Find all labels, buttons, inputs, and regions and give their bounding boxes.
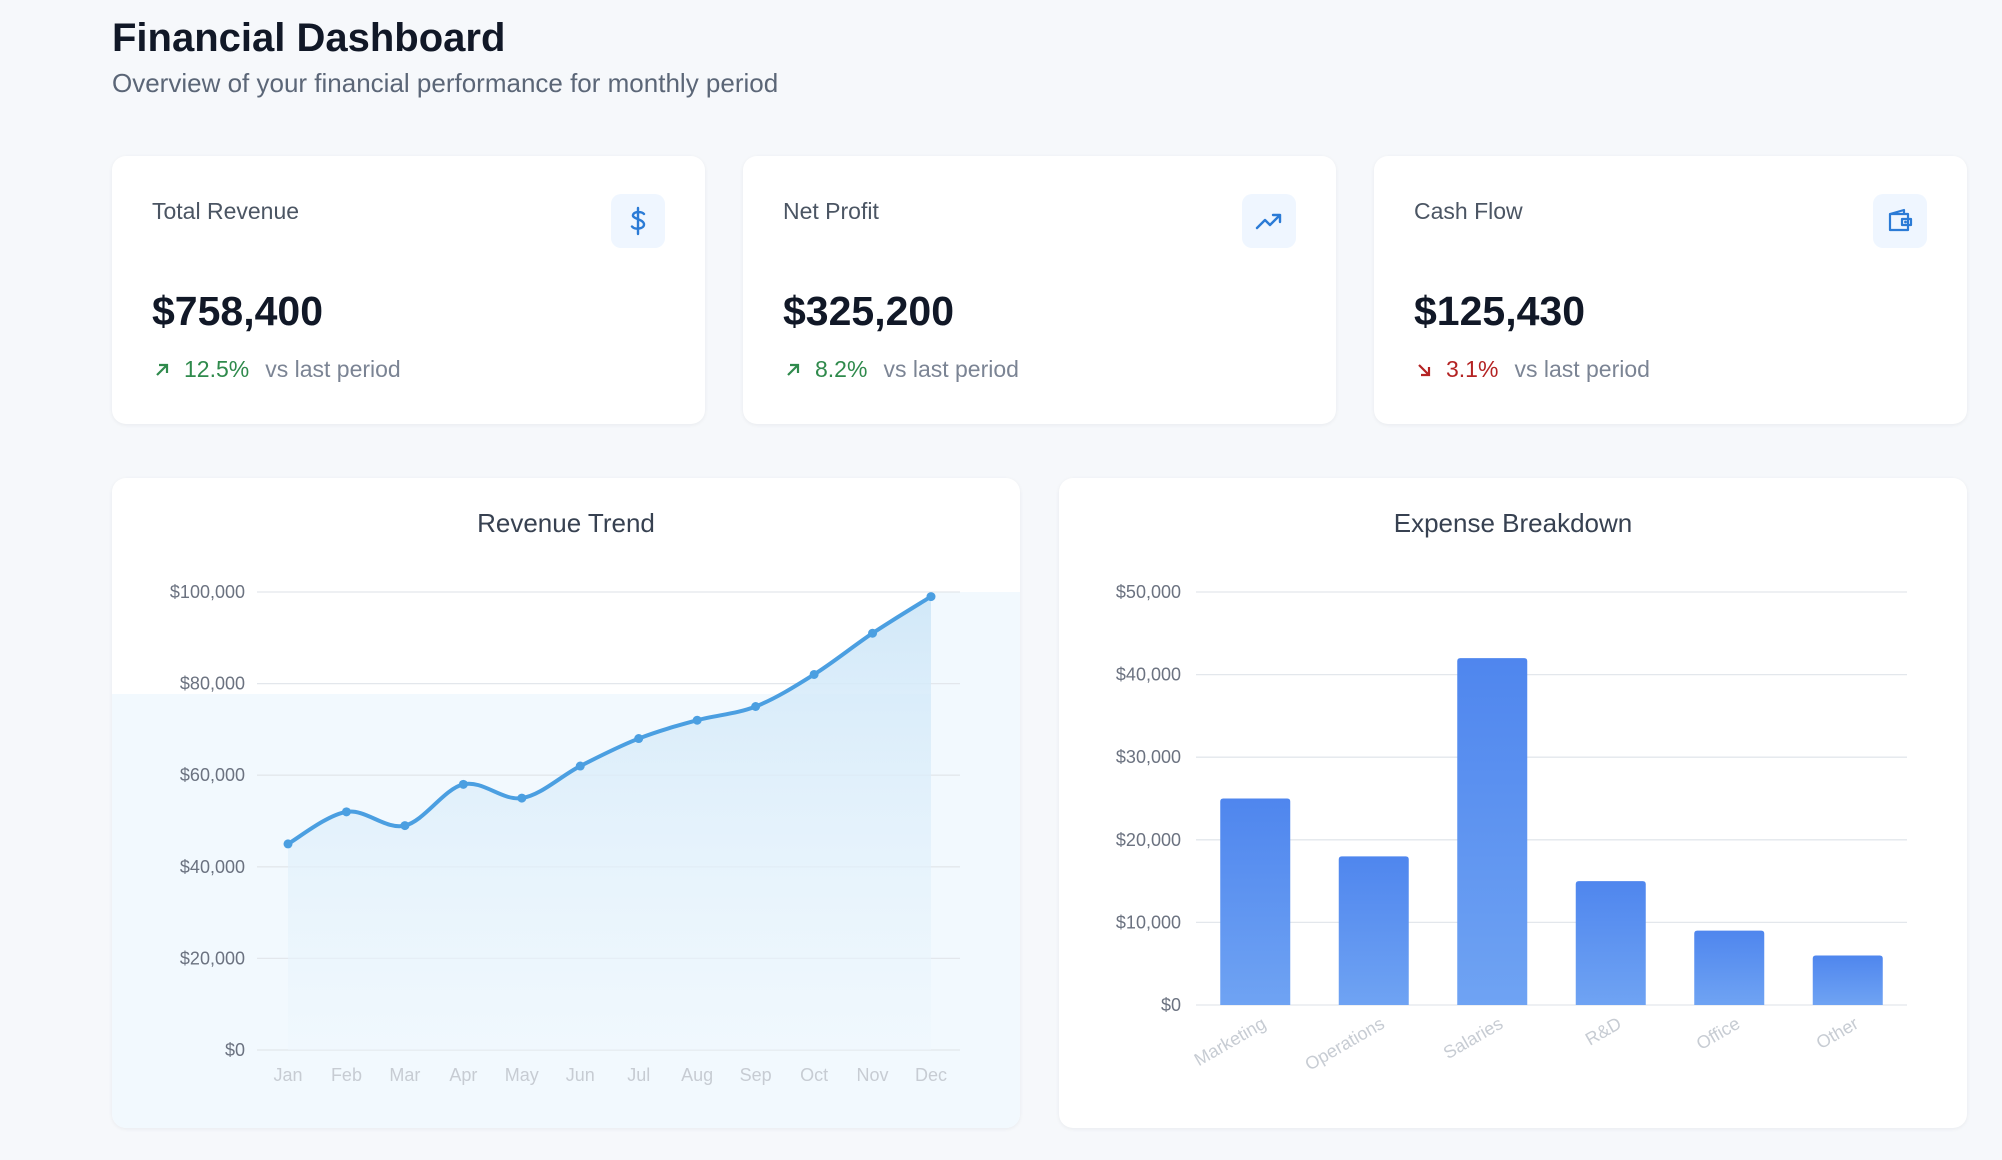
kpi-comparison: vs last period: [883, 356, 1019, 382]
expense-breakdown-chart: $0 $10,000 $20,000 $30,000 $40,000 $50,000 Mar…: [1116, 582, 1907, 1074]
x-tick-label: R&D: [1582, 1013, 1625, 1049]
expense-bar: [1812, 955, 1883, 1005]
arrow-up-right-icon: [787, 363, 800, 376]
kpi-comparison: vs last period: [265, 356, 401, 382]
x-tick-label: Office: [1693, 1013, 1743, 1054]
arrow-up-right-icon: [156, 363, 169, 376]
kpi-label: Cash Flow: [1414, 198, 1523, 224]
x-tick-label: Oct: [800, 1065, 828, 1085]
data-point: [341, 807, 351, 817]
x-tick-label: Nov: [857, 1065, 889, 1085]
expense-bar: [1220, 798, 1291, 1005]
x-tick-label: Other: [1813, 1013, 1862, 1053]
y-tick-label: $0: [225, 1040, 245, 1060]
revenue-area: [288, 596, 931, 1050]
revenue-line: [286, 594, 933, 846]
x-tick-label: Mar: [389, 1065, 420, 1085]
data-point: [926, 592, 936, 602]
kpi-change: 3.1%: [1446, 356, 1499, 382]
revenue-trend-card: Revenue Trend $0 $20,000 $40,000 $60,000 $80…: [112, 478, 1020, 1128]
data-point: [751, 702, 761, 711]
x-tick-label: Jul: [627, 1065, 650, 1085]
kpi-comparison: vs last period: [1514, 356, 1650, 382]
y-tick-label: $40,000: [180, 857, 245, 877]
kpi-value: $758,400: [152, 288, 324, 334]
x-tick-label: May: [505, 1065, 539, 1085]
expense-bar: [1575, 881, 1646, 1005]
data-point: [517, 793, 527, 803]
x-tick-label: Dec: [915, 1065, 947, 1085]
data-point: [458, 779, 468, 789]
y-tick-label: $50,000: [1116, 582, 1181, 602]
data-point: [575, 761, 585, 771]
data-point: [283, 839, 293, 849]
data-point: [809, 669, 819, 679]
x-tick-label: Jan: [273, 1065, 302, 1085]
x-tick-label: Salaries: [1440, 1013, 1506, 1063]
kpi-value: $325,200: [783, 288, 955, 334]
expense-bar: [1338, 856, 1409, 1005]
arrow-down-right-icon: [1418, 363, 1431, 376]
kpi-change: 8.2%: [815, 356, 868, 382]
chart-title: Expense Breakdown: [1393, 508, 1633, 538]
y-tick-label: $0: [1161, 995, 1181, 1015]
kpi-delta: 8.2% vs last period: [783, 356, 1019, 383]
x-tick-label: Apr: [449, 1065, 477, 1085]
chart-title: Revenue Trend: [477, 508, 655, 538]
dollar-icon: [611, 194, 665, 248]
x-tick-label: Marketing: [1191, 1013, 1269, 1070]
expense-bar: [1457, 658, 1528, 1005]
kpi-change: 12.5%: [184, 356, 250, 382]
trending-up-icon: [1242, 194, 1296, 248]
data-point: [692, 715, 702, 725]
expense-breakdown-card: Expense Breakdown $0 $10,000 $20,000 $30,00…: [1059, 478, 1967, 1128]
data-point: [634, 734, 644, 744]
kpi-delta: 12.5% vs last period: [152, 356, 401, 383]
page-title: Financial Dashboard: [112, 16, 506, 60]
x-tick-label: Aug: [681, 1065, 713, 1085]
kpi-card-cash-flow: Cash Flow $125,430 3.1% vs last period: [1374, 156, 1967, 424]
y-tick-label: $100,000: [170, 582, 245, 602]
page-subtitle: Overview of your financial performance f…: [112, 68, 779, 98]
y-tick-label: $20,000: [180, 948, 245, 968]
kpi-card-net-profit: Net Profit $325,200 8.2% vs last period: [743, 156, 1336, 424]
x-tick-label: Feb: [331, 1065, 362, 1085]
kpi-label: Total Revenue: [152, 198, 300, 224]
kpi-value: $125,430: [1414, 288, 1586, 334]
y-tick-label: $20,000: [1116, 830, 1181, 850]
kpi-label: Net Profit: [783, 198, 879, 224]
revenue-trend-chart: $0 $20,000 $40,000 $60,000 $80,000 $100,000 Ja…: [112, 582, 1020, 1128]
kpi-card-total-revenue: Total Revenue $758,400 12.5% vs last per…: [112, 156, 705, 424]
x-tick-label: Operations: [1301, 1013, 1387, 1074]
data-point: [868, 628, 878, 638]
x-tick-label: Jun: [566, 1065, 595, 1085]
expense-bar: [1694, 930, 1765, 1005]
y-tick-label: $10,000: [1116, 912, 1181, 932]
chart-background: [931, 592, 1020, 1128]
y-tick-label: $30,000: [1116, 747, 1181, 767]
data-point: [400, 821, 410, 831]
wallet-icon: [1873, 194, 1927, 248]
x-tick-label: Sep: [740, 1065, 772, 1085]
y-tick-label: $60,000: [180, 765, 245, 785]
kpi-delta: 3.1% vs last period: [1414, 356, 1650, 383]
y-tick-label: $40,000: [1116, 665, 1181, 685]
y-tick-label: $80,000: [180, 674, 245, 694]
